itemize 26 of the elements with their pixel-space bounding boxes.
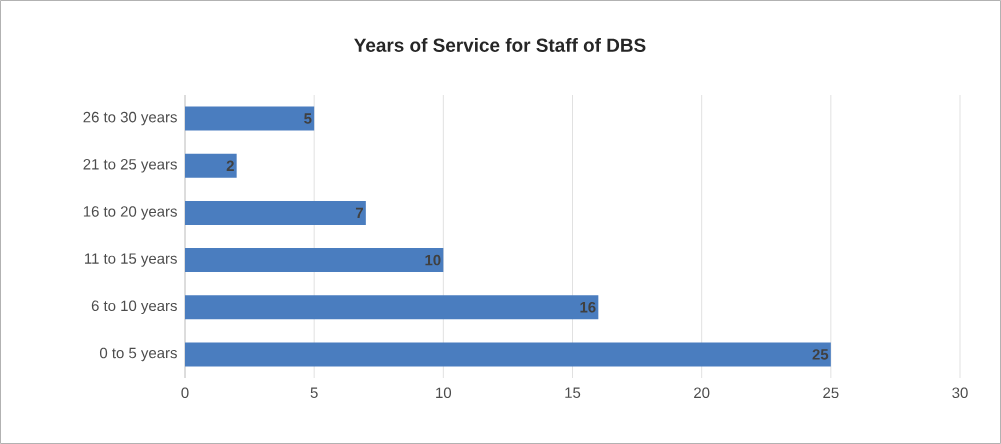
y-tick-label: 11 to 15 years bbox=[85, 253, 177, 267]
x-tick-label: 20 bbox=[694, 387, 710, 399]
x-tick-label: 10 bbox=[436, 387, 452, 399]
x-tick-label: 25 bbox=[823, 387, 839, 399]
x-tick-label: 15 bbox=[565, 387, 581, 398]
chart-title: Years of Service for Staff of DBS bbox=[354, 38, 646, 52]
bar bbox=[185, 200, 366, 225]
data-label: 25 bbox=[812, 349, 829, 360]
data-label: 16 bbox=[580, 301, 596, 313]
y-tick-label: 6 to 10 years bbox=[91, 300, 177, 315]
bar bbox=[185, 153, 237, 178]
data-label: 10 bbox=[425, 254, 441, 266]
y-tick-label: 0 to 5 years bbox=[99, 347, 177, 362]
y-tick-label: 16 to 20 years bbox=[83, 206, 177, 220]
bar bbox=[185, 248, 444, 273]
x-tick-label: 30 bbox=[952, 387, 968, 399]
y-tick-label: 21 to 25 years bbox=[83, 158, 177, 173]
data-label: 7 bbox=[355, 207, 363, 219]
bar bbox=[185, 295, 599, 320]
bar bbox=[185, 342, 831, 367]
x-tick-label: 5 bbox=[310, 387, 318, 398]
x-tick-label: 0 bbox=[181, 387, 189, 399]
bar bbox=[185, 106, 315, 131]
data-label: 2 bbox=[226, 160, 234, 171]
data-label: 5 bbox=[304, 113, 312, 124]
y-tick-label: 26 to 30 years bbox=[83, 111, 177, 126]
